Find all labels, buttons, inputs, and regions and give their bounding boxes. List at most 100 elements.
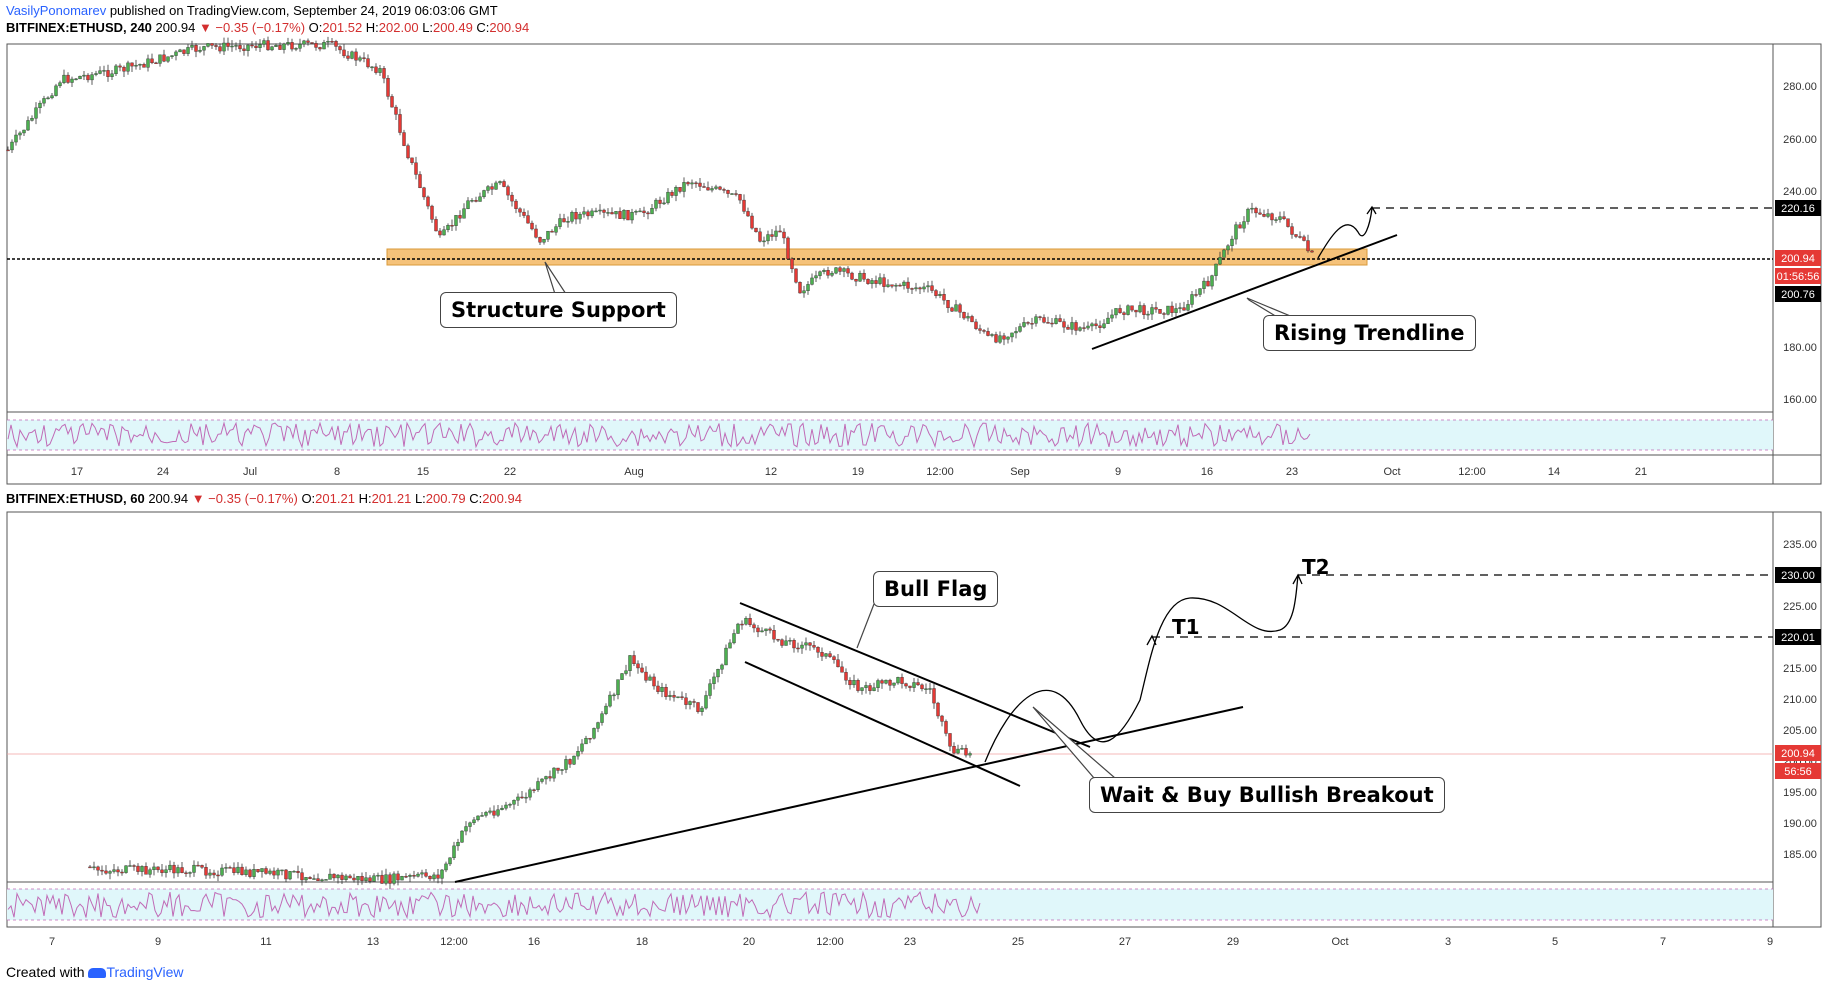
- candle: [364, 877, 368, 881]
- candle: [940, 715, 944, 722]
- flag-upper-line[interactable]: [739, 602, 1091, 748]
- candle: [486, 186, 490, 191]
- bottom-price-tick: 185.00: [1783, 849, 1817, 861]
- candle: [268, 870, 272, 874]
- candle: [514, 200, 518, 209]
- bottom-time-tick: 7: [1660, 936, 1666, 948]
- candle: [288, 871, 292, 880]
- breakout-label[interactable]: Wait & Buy Bullish Breakout: [1089, 777, 1445, 813]
- candle: [312, 878, 316, 880]
- candle: [270, 46, 274, 51]
- bull-flag-label[interactable]: Bull Flag: [873, 571, 999, 607]
- bottom-time-tick: 9: [155, 936, 161, 948]
- candle: [1266, 213, 1270, 217]
- top-target-tag-bg: [1775, 200, 1821, 216]
- candle: [448, 857, 452, 865]
- top-low: 200.49: [433, 20, 473, 35]
- candle: [682, 182, 686, 192]
- structure-support-label[interactable]: Structure Support: [440, 292, 677, 328]
- candle: [660, 687, 664, 692]
- candle: [148, 869, 152, 875]
- candle: [636, 663, 640, 669]
- flag-lower-line[interactable]: [744, 661, 1021, 787]
- candle: [620, 673, 624, 680]
- top-l-label: L:: [422, 20, 434, 35]
- candle: [100, 869, 104, 872]
- top-o-label: O:: [308, 20, 323, 35]
- candle: [406, 145, 410, 159]
- candle: [104, 870, 108, 874]
- candle: [126, 62, 130, 72]
- candle: [384, 874, 388, 884]
- candle: [884, 679, 888, 684]
- candle: [1038, 316, 1042, 318]
- candle: [356, 876, 360, 881]
- candle: [910, 288, 914, 290]
- candle: [114, 65, 118, 75]
- candle: [612, 694, 616, 697]
- top-time-tick: 8: [334, 466, 340, 478]
- candle: [816, 646, 820, 653]
- candle: [1282, 216, 1286, 219]
- candle: [934, 290, 938, 296]
- candle: [700, 707, 704, 712]
- rising-trendline[interactable]: [1091, 234, 1398, 350]
- candle: [1026, 322, 1030, 324]
- candle: [328, 873, 332, 880]
- candle: [530, 222, 534, 230]
- candle: [400, 876, 404, 881]
- rising-trendline-label[interactable]: Rising Trendline: [1263, 315, 1476, 351]
- candle: [244, 869, 248, 875]
- candle: [726, 190, 730, 194]
- candle: [1302, 236, 1306, 241]
- candle: [854, 279, 858, 282]
- candle: [1158, 309, 1162, 314]
- candle: [160, 869, 164, 873]
- flag-pointer: [856, 603, 875, 649]
- candle: [840, 666, 844, 673]
- top-low-tag-bg: [1775, 286, 1821, 302]
- candle: [50, 95, 54, 99]
- candle: [480, 815, 484, 817]
- candle: [986, 331, 990, 336]
- candle: [240, 866, 244, 875]
- candle: [914, 287, 918, 290]
- support-zone[interactable]: [386, 248, 1368, 266]
- t2-tag-bg: [1775, 567, 1821, 583]
- candle: [546, 230, 550, 240]
- candle: [418, 174, 422, 189]
- candle: [1270, 213, 1274, 221]
- candle: [536, 781, 540, 790]
- top-symbol[interactable]: BITFINEX:ETHUSD, 240: [6, 20, 152, 35]
- bottom-symbol[interactable]: BITFINEX:ETHUSD, 60: [6, 491, 145, 506]
- candle: [964, 748, 968, 756]
- candle: [1118, 308, 1122, 313]
- candle: [666, 191, 670, 204]
- candle: [388, 874, 392, 884]
- candle: [576, 751, 580, 757]
- candle: [136, 865, 140, 872]
- bottom-rising-trendline[interactable]: [454, 706, 1244, 883]
- footer-brand[interactable]: TradingView: [106, 964, 184, 980]
- candle: [528, 789, 532, 798]
- top-time-tick: 23: [1286, 466, 1298, 478]
- candle: [502, 181, 506, 187]
- candle: [554, 226, 558, 233]
- candle: [362, 57, 366, 59]
- author-link[interactable]: VasilyPonomarev: [6, 3, 107, 18]
- candle: [380, 874, 384, 884]
- candle: [26, 120, 30, 131]
- candle: [698, 182, 702, 187]
- top-high: 202.00: [378, 20, 419, 35]
- candle: [42, 98, 46, 104]
- candle: [338, 46, 342, 51]
- candle: [948, 733, 952, 747]
- candle: [74, 78, 78, 81]
- top-projection-path: [1317, 207, 1373, 259]
- candle: [958, 304, 962, 313]
- candle: [728, 642, 732, 649]
- candle: [178, 49, 182, 53]
- candle: [142, 63, 146, 68]
- candle: [740, 623, 744, 626]
